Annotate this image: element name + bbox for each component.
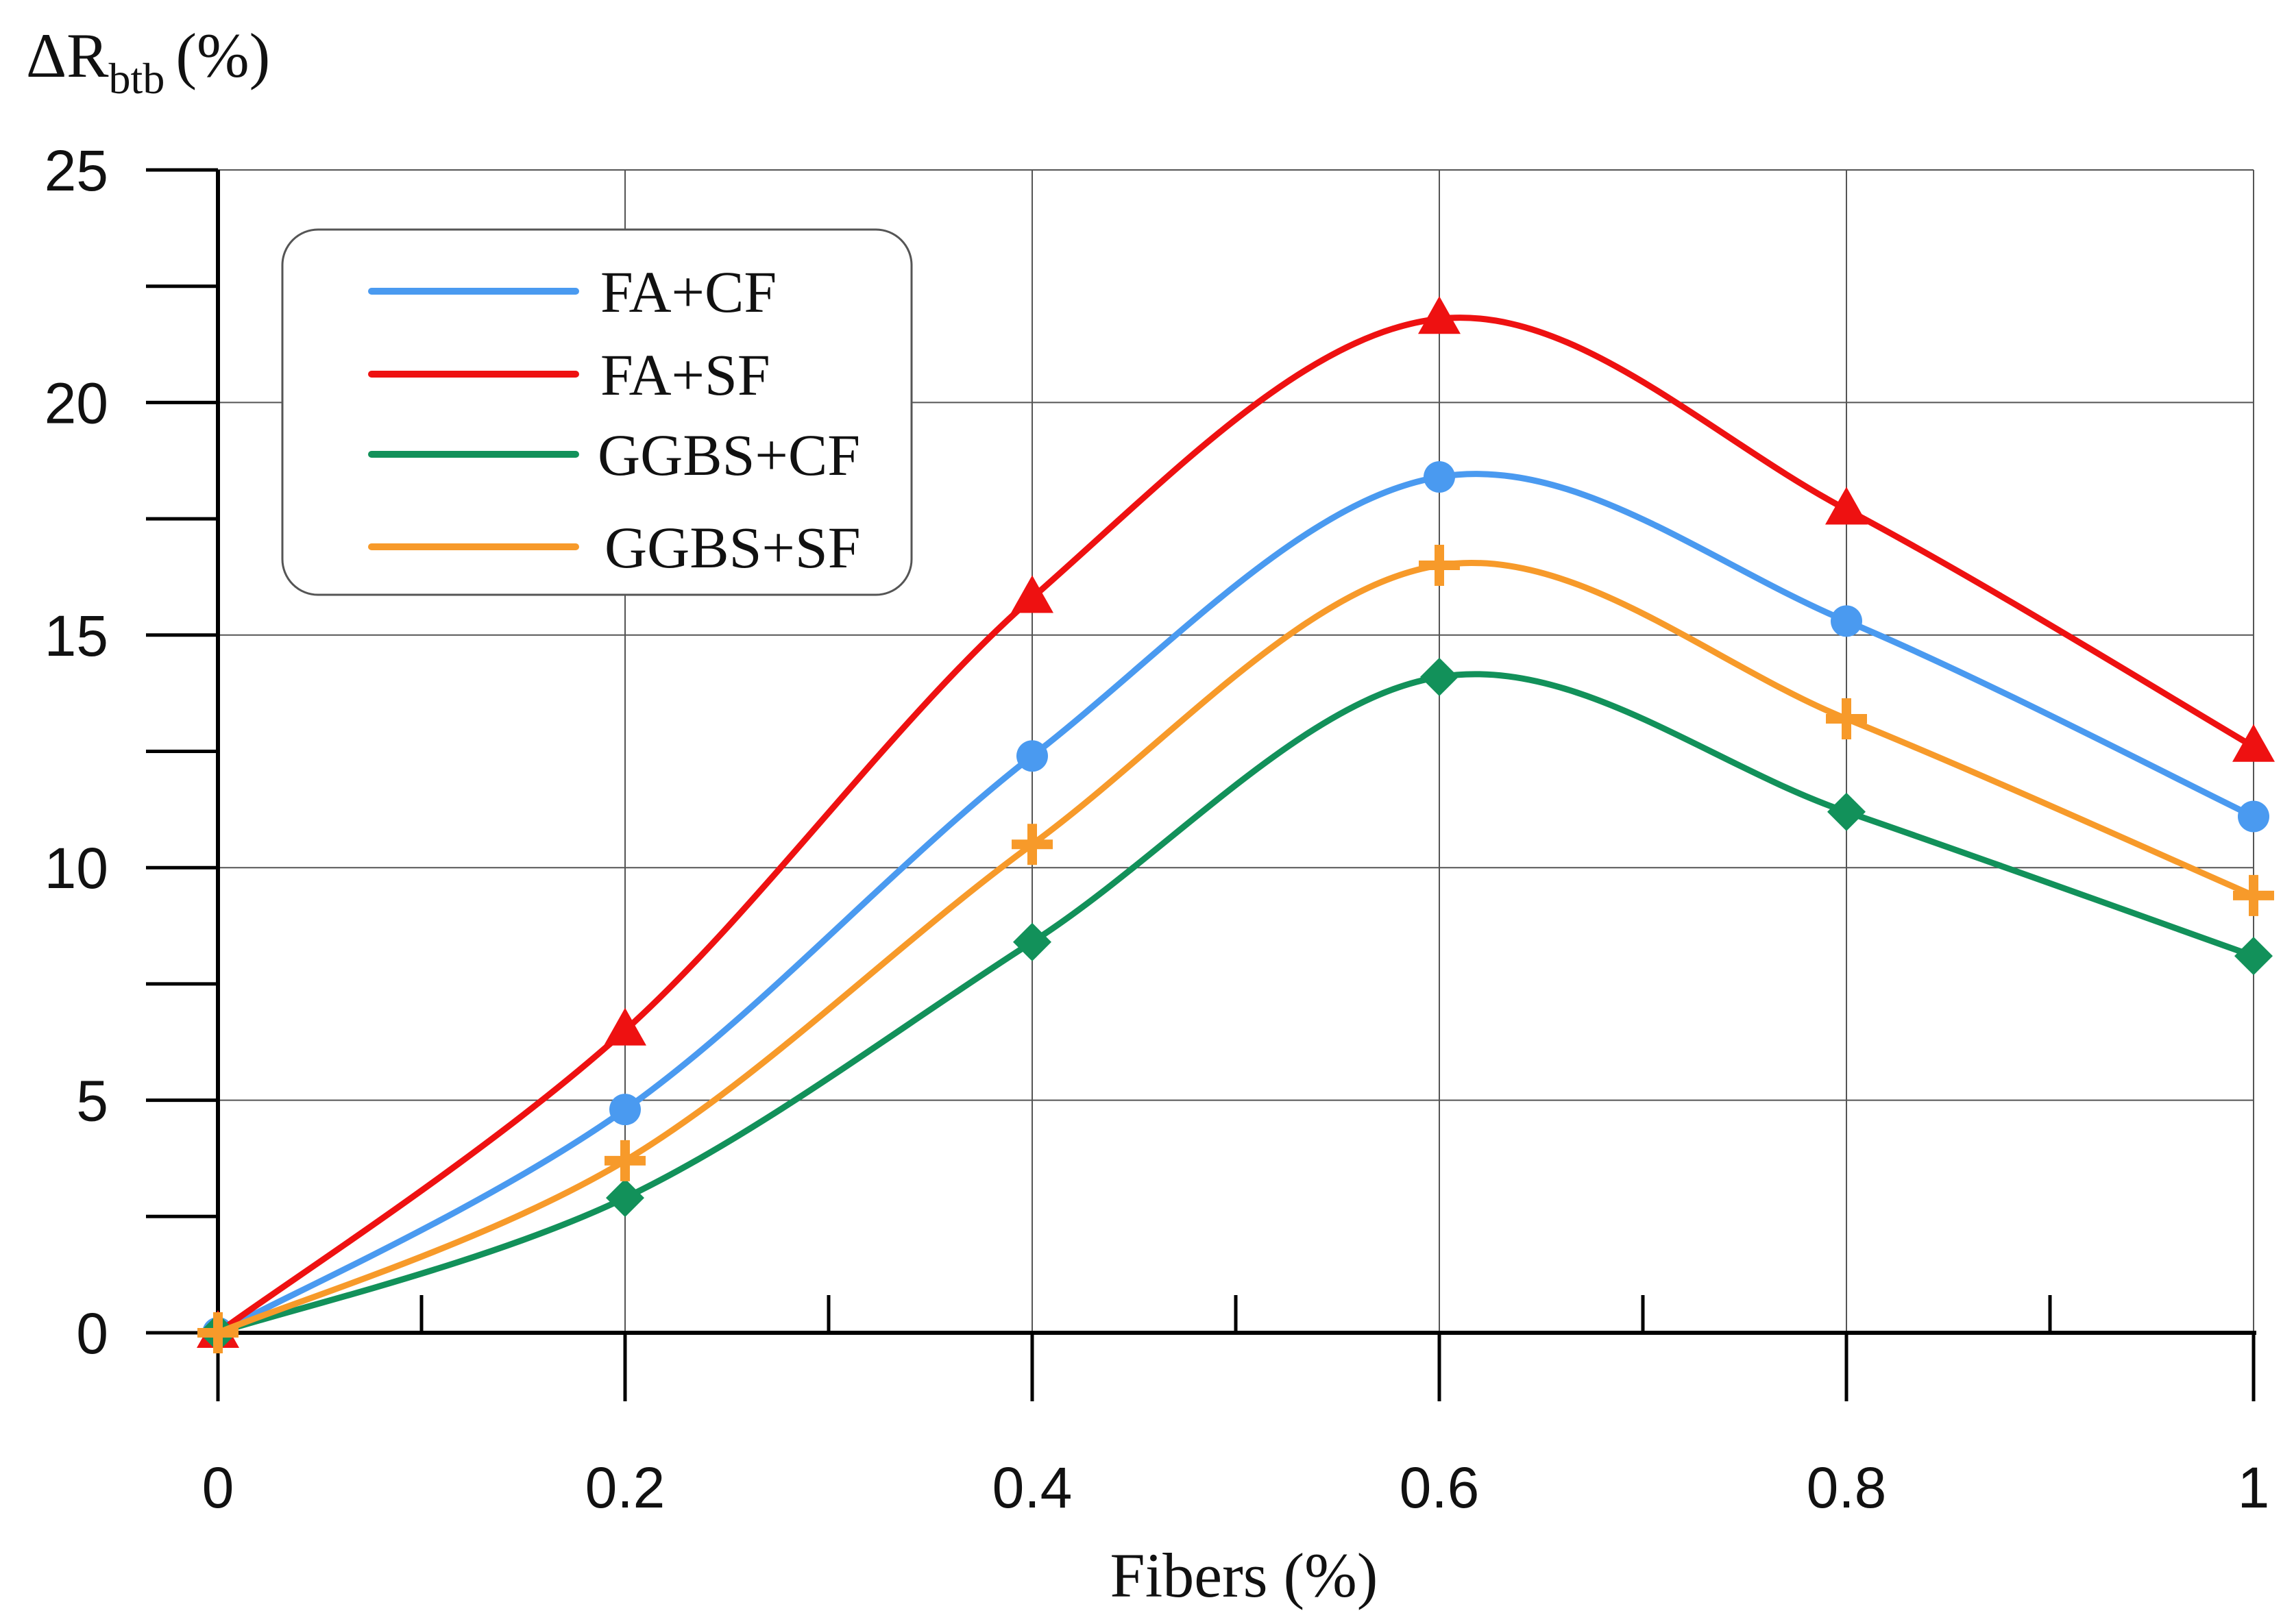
data-point-fa-cf xyxy=(1016,740,1048,772)
series-ggbs-sf xyxy=(197,544,2274,1353)
tick-labels: 0 5 10 15 20 25 0 0.2 0.4 0.6 0.8 1 xyxy=(45,138,2270,1520)
x-tick-label: 0 xyxy=(202,1455,234,1520)
x-tick-label: 0.8 xyxy=(1807,1455,1887,1520)
data-point-ggbs-sf xyxy=(1826,698,1867,739)
data-point-fa-sf xyxy=(1011,575,1053,613)
data-point-ggbs-sf xyxy=(1419,544,1460,586)
y-tick-label: 20 xyxy=(45,371,108,435)
data-point-fa-sf xyxy=(604,1007,646,1046)
series-line-ggbs-cf xyxy=(215,671,2257,1336)
x-axis-title: Fibers (%) xyxy=(1110,1540,1378,1610)
data-point-fa-cf xyxy=(609,1094,641,1126)
x-tick-label: 0.2 xyxy=(585,1455,666,1520)
x-tick-label: 1 xyxy=(2238,1455,2270,1520)
data-point-ggbs-cf xyxy=(1827,792,1866,831)
data-point-ggbs-cf xyxy=(1420,657,1459,696)
series-lines xyxy=(197,296,2275,1353)
y-axis-subscript: btb xyxy=(109,54,165,103)
y-tick-label: 10 xyxy=(45,836,108,900)
data-point-fa-cf xyxy=(1424,461,1455,493)
legend-box xyxy=(281,228,913,596)
data-point-ggbs-cf xyxy=(606,1179,644,1218)
data-point-fa-sf xyxy=(1825,487,1868,525)
data-point-ggbs-cf xyxy=(2234,937,2273,976)
legend-label-ggbs-cf: GGBS+CF xyxy=(598,422,860,488)
x-tick-label: 0.6 xyxy=(1400,1455,1480,1520)
series-line-fa-sf xyxy=(215,315,2257,1336)
data-point-ggbs-sf xyxy=(605,1140,646,1181)
y-tick-label: 0 xyxy=(76,1301,108,1366)
axes xyxy=(146,168,2256,1401)
data-point-fa-cf xyxy=(2238,800,2269,833)
y-axis-title: ΔRbtb (%) xyxy=(26,21,270,103)
y-tick-label: 25 xyxy=(45,138,108,203)
legend-label-ggbs-sf: GGBS+SF xyxy=(605,515,861,580)
legend-label-fa-sf: FA+SF xyxy=(600,342,770,408)
y-axis-unit: (%) xyxy=(175,21,270,90)
series-line-fa-cf xyxy=(215,471,2257,1336)
series-line-ggbs-sf xyxy=(215,559,2257,1336)
data-point-fa-sf xyxy=(1418,296,1461,334)
data-point-ggbs-sf xyxy=(1012,824,1053,865)
data-point-fa-cf xyxy=(1831,605,1862,637)
data-point-fa-sf xyxy=(2232,724,2275,762)
data-point-ggbs-cf xyxy=(1013,922,1051,961)
x-tick-label: 0.4 xyxy=(992,1455,1073,1520)
legend: FA+CF FA+SF GGBS+CF GGBS+SF xyxy=(281,228,913,596)
y-tick-label: 5 xyxy=(76,1069,108,1133)
y-axis-symbol: ΔR xyxy=(26,21,109,90)
legend-label-fa-cf: FA+CF xyxy=(600,259,777,325)
data-point-ggbs-sf xyxy=(197,1312,239,1353)
data-point-ggbs-sf xyxy=(2233,874,2274,916)
y-tick-label: 15 xyxy=(45,604,108,668)
